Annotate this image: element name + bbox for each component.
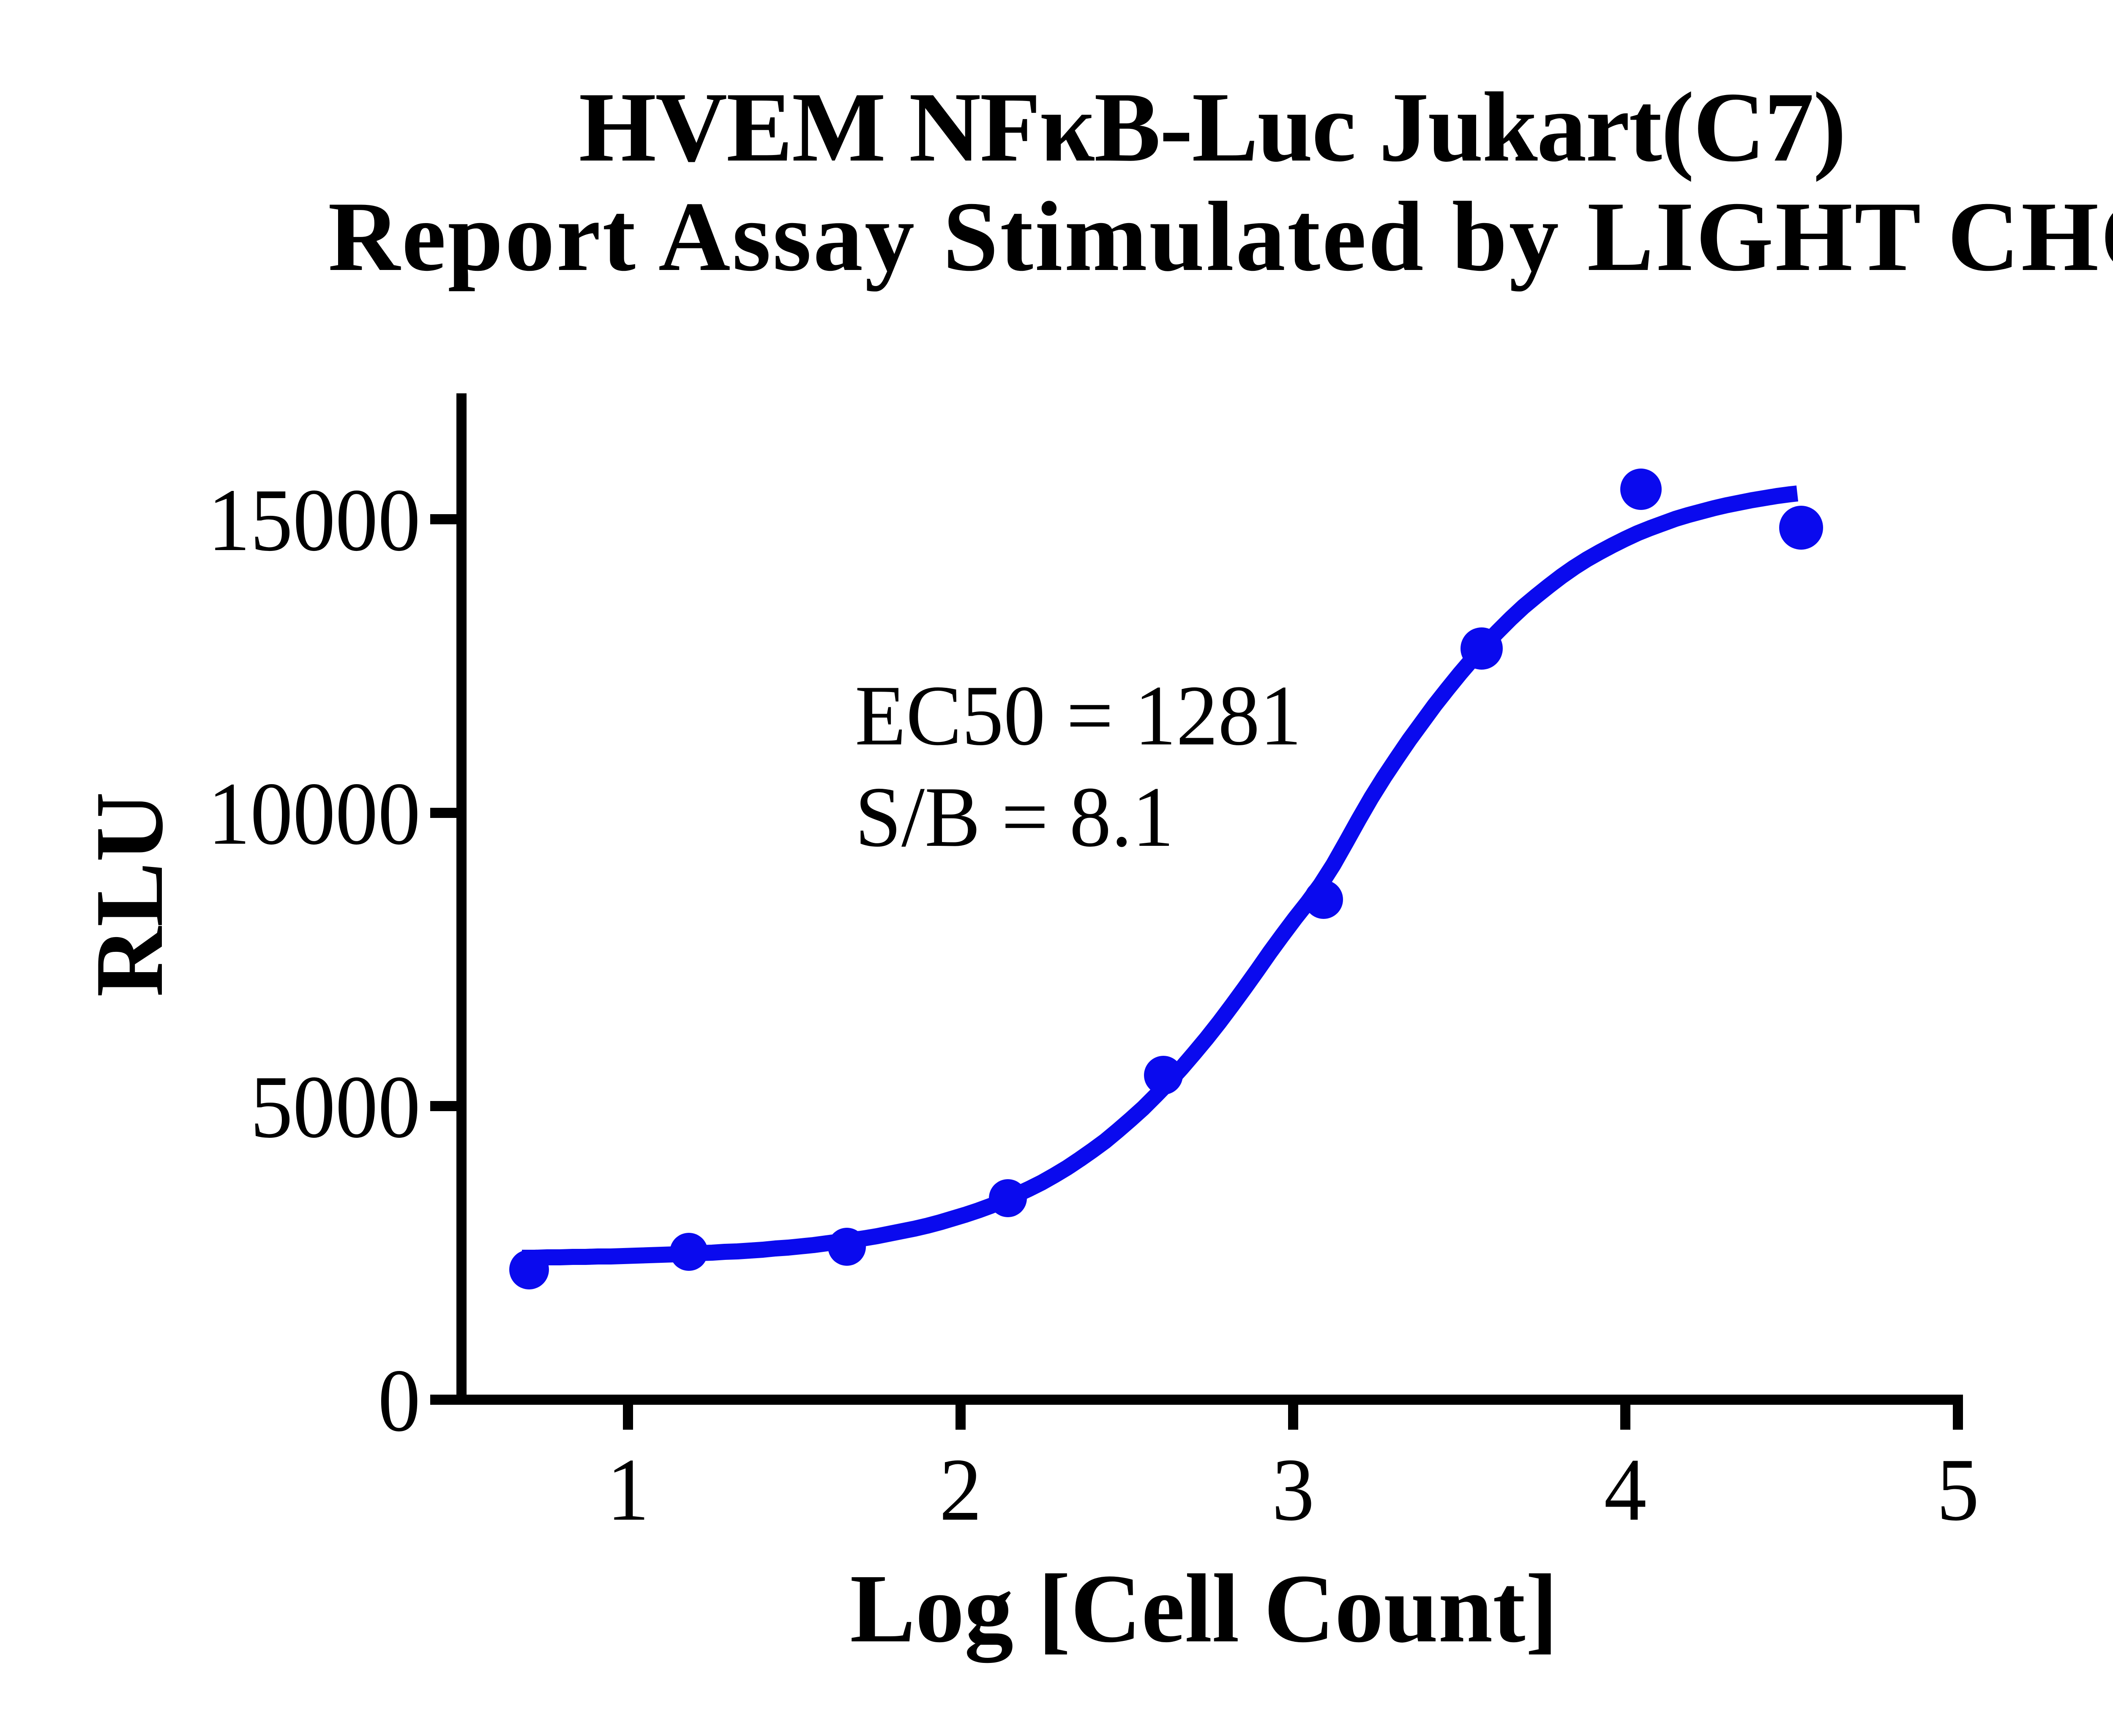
svg-text:0: 0 — [378, 1351, 420, 1450]
svg-text:HVEM NFκB-Luc Jukart(C7): HVEM NFκB-Luc Jukart(C7) — [579, 72, 1845, 183]
svg-text:S/B = 8.1: S/B = 8.1 — [855, 769, 1174, 864]
svg-text:5: 5 — [1937, 1440, 1979, 1539]
svg-text:5000: 5000 — [250, 1057, 420, 1156]
svg-text:Report Assay Stimulated by LIG: Report Assay Stimulated by LIGHT CHO — [328, 182, 2113, 292]
svg-text:Log [Cell Count]: Log [Cell Count] — [850, 1554, 1558, 1663]
svg-text:3: 3 — [1272, 1440, 1315, 1539]
svg-text:15000: 15000 — [208, 470, 420, 570]
svg-text:10000: 10000 — [208, 764, 420, 863]
svg-text:RLU: RLU — [75, 792, 183, 997]
svg-text:1: 1 — [607, 1440, 650, 1539]
svg-text:4: 4 — [1604, 1440, 1647, 1539]
svg-text:2: 2 — [939, 1440, 982, 1539]
svg-text:EC50 = 1281: EC50 = 1281 — [855, 668, 1302, 763]
